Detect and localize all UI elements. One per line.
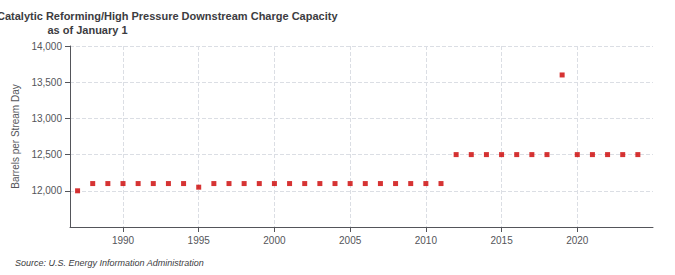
svg-text:2010: 2010 <box>415 235 438 246</box>
svg-text:Source: U.S. Energy Informatio: Source: U.S. Energy Information Administ… <box>15 258 204 268</box>
svg-text:14,000: 14,000 <box>31 41 62 52</box>
svg-text:Annual North Dakota Refinery C: Annual North Dakota Refinery Catalytic R… <box>0 10 338 22</box>
svg-text:2000: 2000 <box>263 235 286 246</box>
svg-text:13,500: 13,500 <box>31 77 62 88</box>
svg-text:1990: 1990 <box>112 235 135 246</box>
svg-text:12,000: 12,000 <box>31 185 62 196</box>
svg-text:Barrels per Stream Day: Barrels per Stream Day <box>10 84 21 188</box>
svg-text:1995: 1995 <box>188 235 211 246</box>
svg-text:2005: 2005 <box>339 235 362 246</box>
svg-text:2015: 2015 <box>490 235 513 246</box>
svg-text:2020: 2020 <box>566 235 589 246</box>
svg-text:13,000: 13,000 <box>31 113 62 124</box>
svg-text:as of January 1: as of January 1 <box>47 24 127 36</box>
svg-text:12,500: 12,500 <box>31 149 62 160</box>
